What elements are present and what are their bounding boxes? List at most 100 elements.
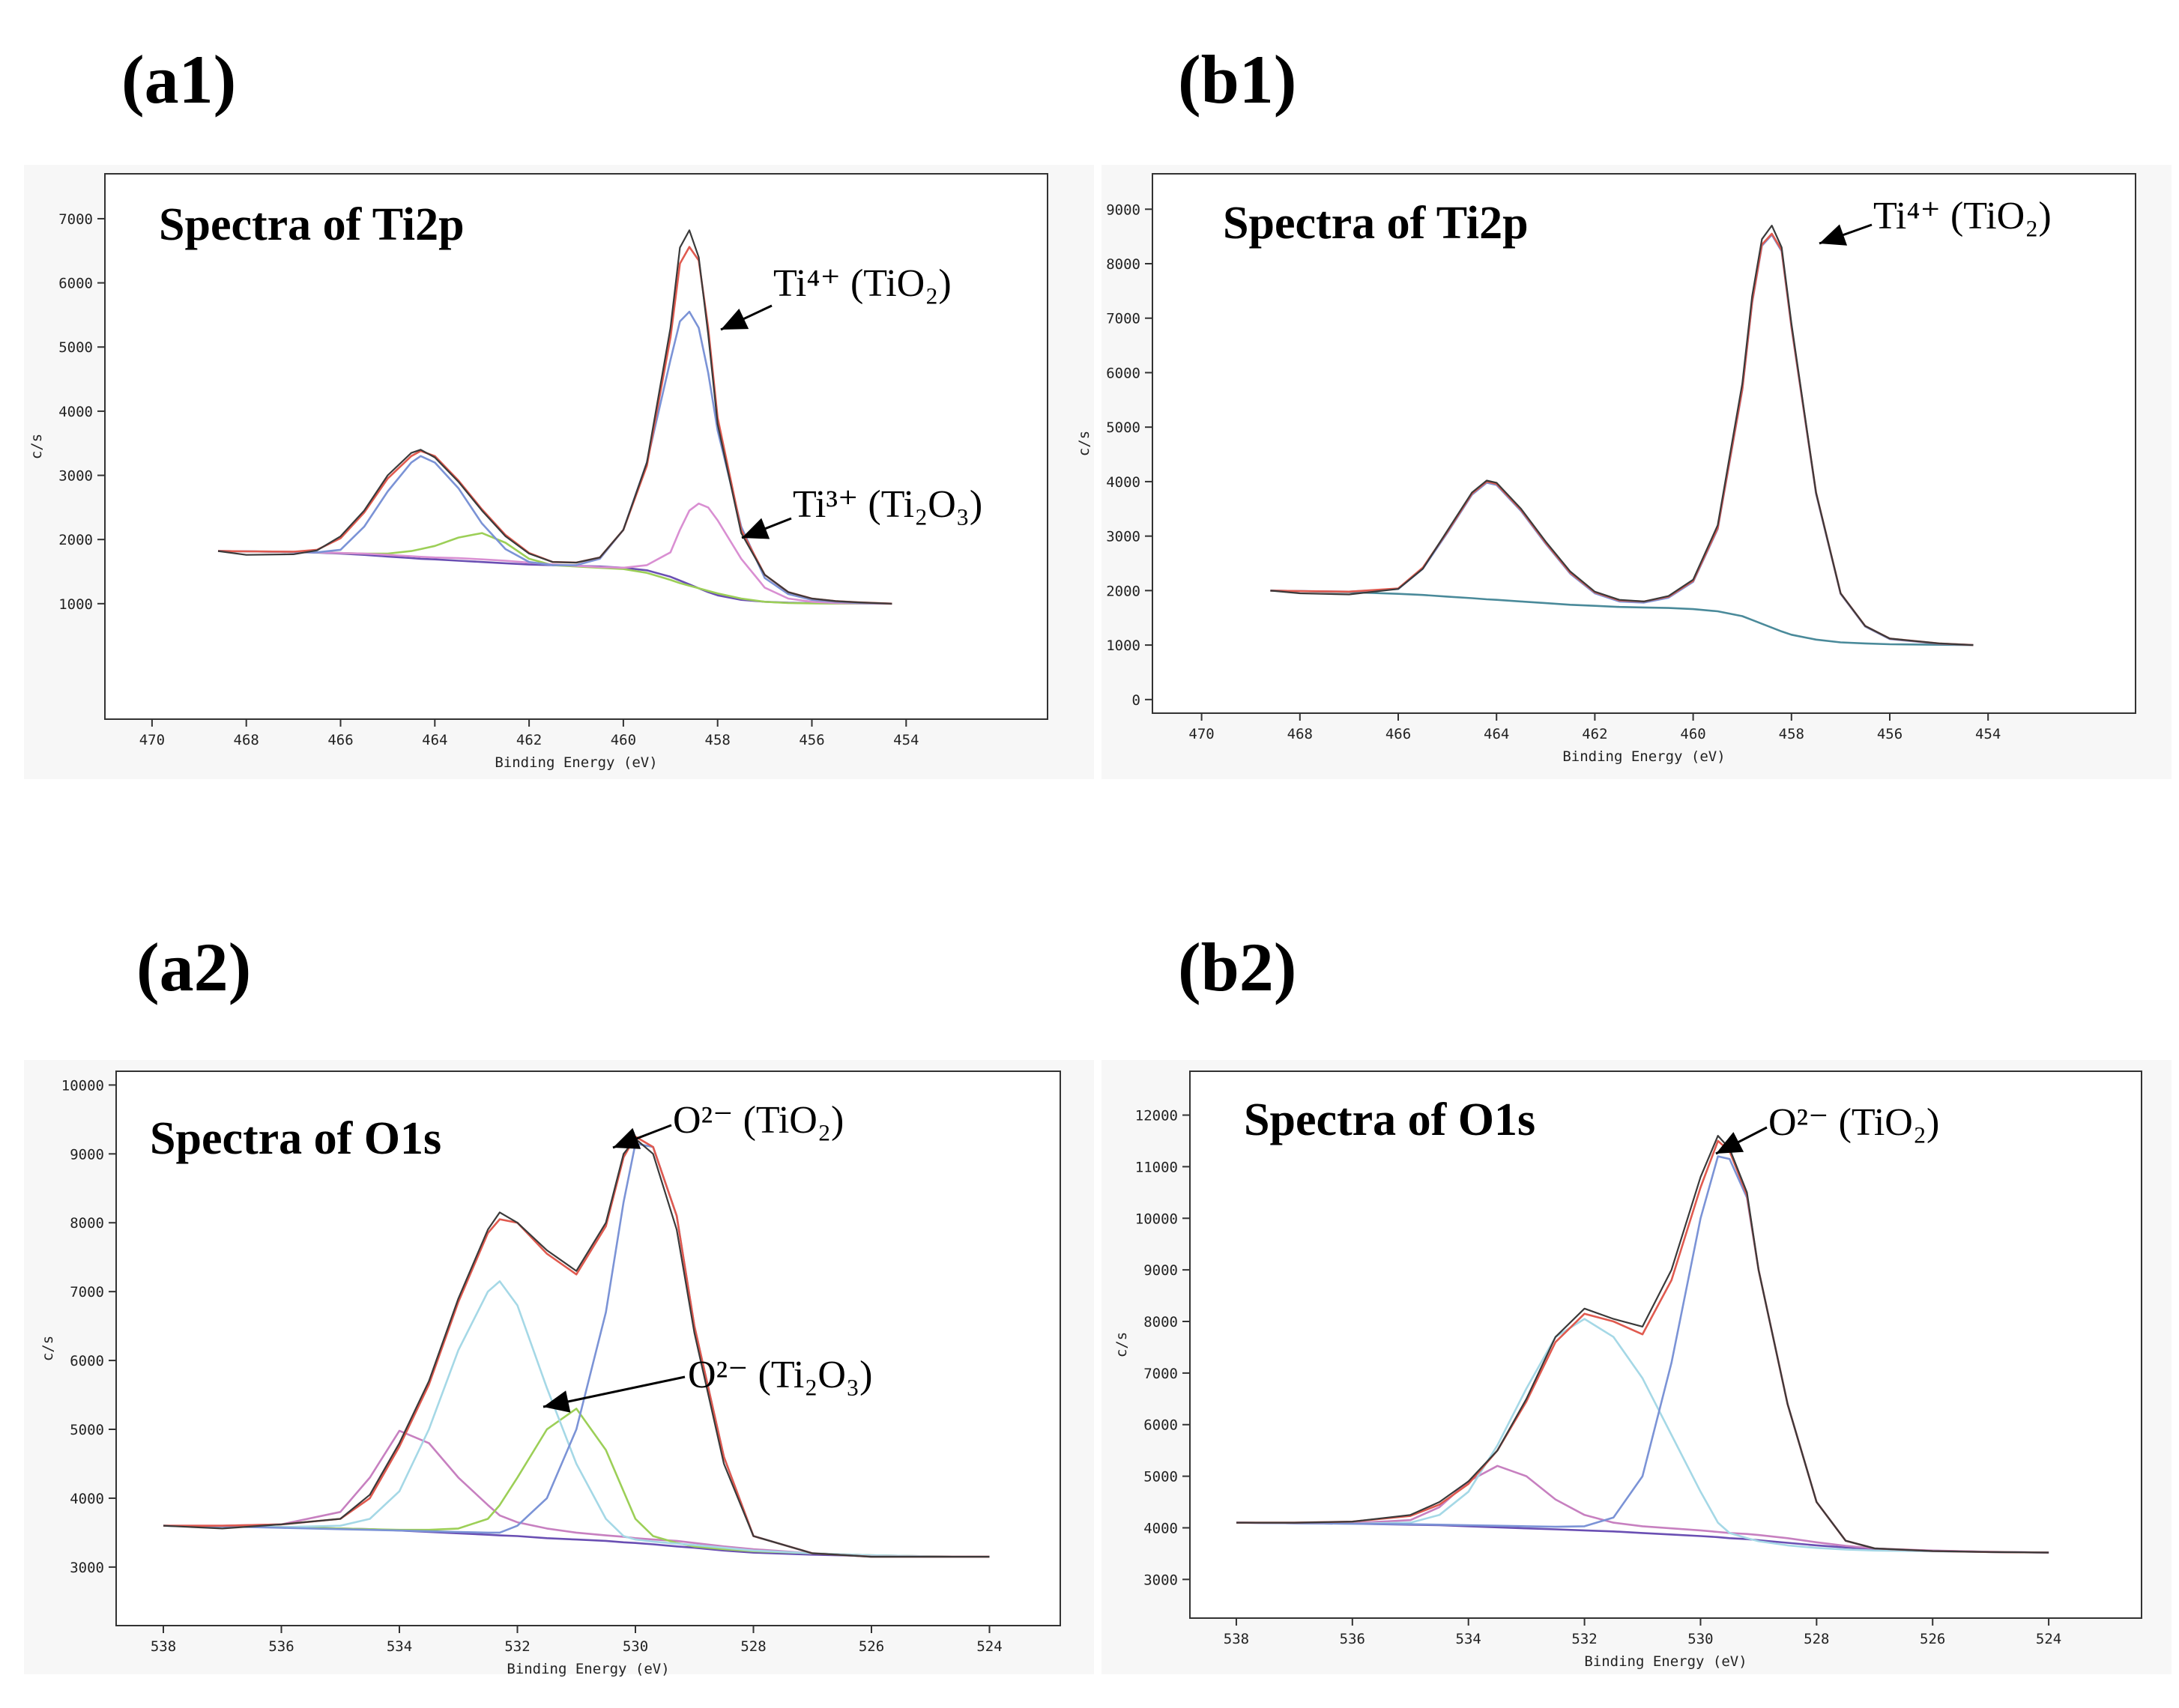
- x-tick-label: 466: [327, 732, 353, 748]
- x-tick-label: 536: [268, 1638, 294, 1655]
- x-tick-label: 464: [1484, 726, 1509, 742]
- annotation-label: O²⁻ (TiO₂): [1768, 1101, 1939, 1144]
- x-tick-label: 460: [1680, 726, 1705, 742]
- x-tick-label: 528: [740, 1638, 766, 1655]
- x-tick-label: 538: [151, 1638, 176, 1655]
- series-raw-line: [1236, 1134, 2049, 1554]
- x-tick-label: 524: [2036, 1631, 2061, 1647]
- chart-b2: 538 536 534 532 530 528 526 524 3000 4000 5000 6000…: [1101, 1060, 2172, 1674]
- y-tick-label: 6000: [58, 276, 93, 292]
- y-tick-label: 8000: [1106, 256, 1140, 273]
- series-raw-line: [1270, 225, 1974, 646]
- plot-area: [1152, 173, 2136, 714]
- plot-area: [104, 173, 1048, 720]
- y-tick-label: 7000: [70, 1284, 104, 1300]
- y-tick-label: 3000: [1143, 1572, 1178, 1588]
- y-tick-label: 1000: [58, 596, 93, 613]
- x-axis-title: Binding Energy (eV): [507, 1661, 669, 1677]
- x-axis-title: Binding Energy (eV): [1584, 1653, 1747, 1670]
- annotation-arrowhead: [613, 1127, 641, 1149]
- panel-label-a2: (a2): [136, 929, 252, 1005]
- x-axis-title: Binding Energy (eV): [1562, 748, 1725, 765]
- annotation-arrowhead: [1819, 224, 1848, 246]
- y-tick-label: 8000: [1143, 1314, 1178, 1330]
- y-tick-label: 8000: [70, 1215, 104, 1232]
- y-tick-label: 12000: [1135, 1108, 1178, 1124]
- series-hydroxyl-line: [163, 1280, 990, 1558]
- y-tick-label: 0: [1132, 692, 1140, 709]
- y-tick-label: 5000: [1106, 420, 1140, 436]
- x-tick-label: 462: [1582, 726, 1607, 742]
- annotation-label: O²⁻ (Ti₂O₃): [688, 1354, 872, 1396]
- x-tick-label: 528: [1804, 1631, 1829, 1647]
- annotation-arrowhead: [742, 518, 770, 539]
- annotation-arrowhead: [543, 1390, 571, 1413]
- y-tick-label: 4000: [1106, 474, 1140, 491]
- y-tick-label: 1000: [1106, 638, 1140, 654]
- series-adsorbed-h2o-line: [163, 1429, 990, 1558]
- x-tick-label: 468: [1287, 726, 1313, 742]
- x-tick-label: 466: [1385, 726, 1411, 742]
- x-tick-label: 534: [387, 1638, 412, 1655]
- y-tick-label: 7000: [1106, 311, 1140, 327]
- series-raw-line: [163, 1137, 990, 1558]
- y-tick-label: 5000: [70, 1422, 104, 1438]
- x-axis-title: Binding Energy (eV): [495, 754, 657, 771]
- x-tick-label: 530: [1687, 1631, 1713, 1647]
- y-tick-label: 2000: [1106, 583, 1140, 599]
- panel-label-a1: (a1): [121, 41, 237, 118]
- y-tick-label: 5000: [1143, 1469, 1178, 1486]
- annotation-arrowhead: [1716, 1132, 1744, 1154]
- y-tick-label: 3000: [58, 468, 93, 485]
- y-axis-title: c/s: [1113, 1332, 1130, 1357]
- x-tick-label: 534: [1456, 1631, 1481, 1647]
- y-tick-label: 9000: [70, 1146, 104, 1163]
- y-tick-label: 9000: [1106, 202, 1140, 218]
- x-tick-label: 458: [705, 732, 731, 748]
- annotation-label: O²⁻ (TiO₂): [673, 1099, 844, 1142]
- panel-label-b2: (b2): [1178, 929, 1297, 1005]
- y-tick-label: 7000: [1143, 1366, 1178, 1382]
- y-axis-title: c/s: [28, 434, 45, 459]
- x-tick-label: 462: [516, 732, 542, 748]
- y-tick-label: 5000: [58, 339, 93, 356]
- y-tick-label: 11000: [1135, 1159, 1178, 1175]
- series-adsorbed-h2o-line: [1236, 1465, 2049, 1554]
- x-tick-label: 464: [422, 732, 447, 748]
- x-tick-label: 532: [504, 1638, 530, 1655]
- annotation-label: Ti⁴⁺ (TiO₂): [1873, 195, 2052, 237]
- y-tick-label: 6000: [1106, 365, 1140, 381]
- x-tick-label: 536: [1340, 1631, 1365, 1647]
- chart-a1: 470 468 466 464 462 460 458 456 454 1000 2000 3000 4…: [24, 165, 1094, 779]
- plot-area: [1189, 1070, 2142, 1619]
- x-tick-label: 470: [1188, 726, 1214, 742]
- panel-label-b1: (b1): [1178, 41, 1297, 118]
- chart-title: Spectra of O1s: [1244, 1094, 1535, 1145]
- chart-title: Spectra of Ti2p: [1223, 198, 1529, 249]
- x-tick-label: 538: [1224, 1631, 1249, 1647]
- annotation-arrowhead: [721, 308, 749, 330]
- series-raw-line: [217, 229, 892, 605]
- x-tick-label: 532: [1571, 1631, 1597, 1647]
- y-tick-label: 6000: [1143, 1417, 1178, 1434]
- y-tick-label: 4000: [1143, 1520, 1178, 1536]
- annotation-label: Ti⁴⁺ (TiO₂): [773, 262, 952, 305]
- chart-title: Spectra of O1s: [150, 1113, 441, 1164]
- series-ti3-ti2o3--line: [217, 502, 892, 605]
- annotation-label: Ti³⁺ (Ti₂O₃): [793, 483, 982, 526]
- chart-b1: 470 468 466 464 462 460 458 456 454 0 1000 2000 3000…: [1076, 165, 2172, 779]
- chart-a2: 538 536 534 532 530 528 526 524 3000 4000 5000 6000…: [24, 1060, 1094, 1677]
- y-tick-label: 4000: [70, 1491, 104, 1507]
- series-hydroxyl-line: [1236, 1318, 2049, 1554]
- y-tick-label: 4000: [58, 404, 93, 420]
- y-tick-label: 7000: [58, 211, 93, 228]
- x-tick-label: 456: [799, 732, 824, 748]
- y-tick-label: 2000: [58, 532, 93, 548]
- x-tick-label: 456: [1877, 726, 1903, 742]
- y-tick-label: 10000: [61, 1077, 104, 1094]
- x-tick-label: 524: [976, 1638, 1002, 1655]
- y-axis-title: c/s: [1076, 431, 1092, 456]
- series-background-line: [1270, 590, 1974, 646]
- x-tick-label: 470: [139, 732, 165, 748]
- chart-title: Spectra of Ti2p: [159, 199, 465, 250]
